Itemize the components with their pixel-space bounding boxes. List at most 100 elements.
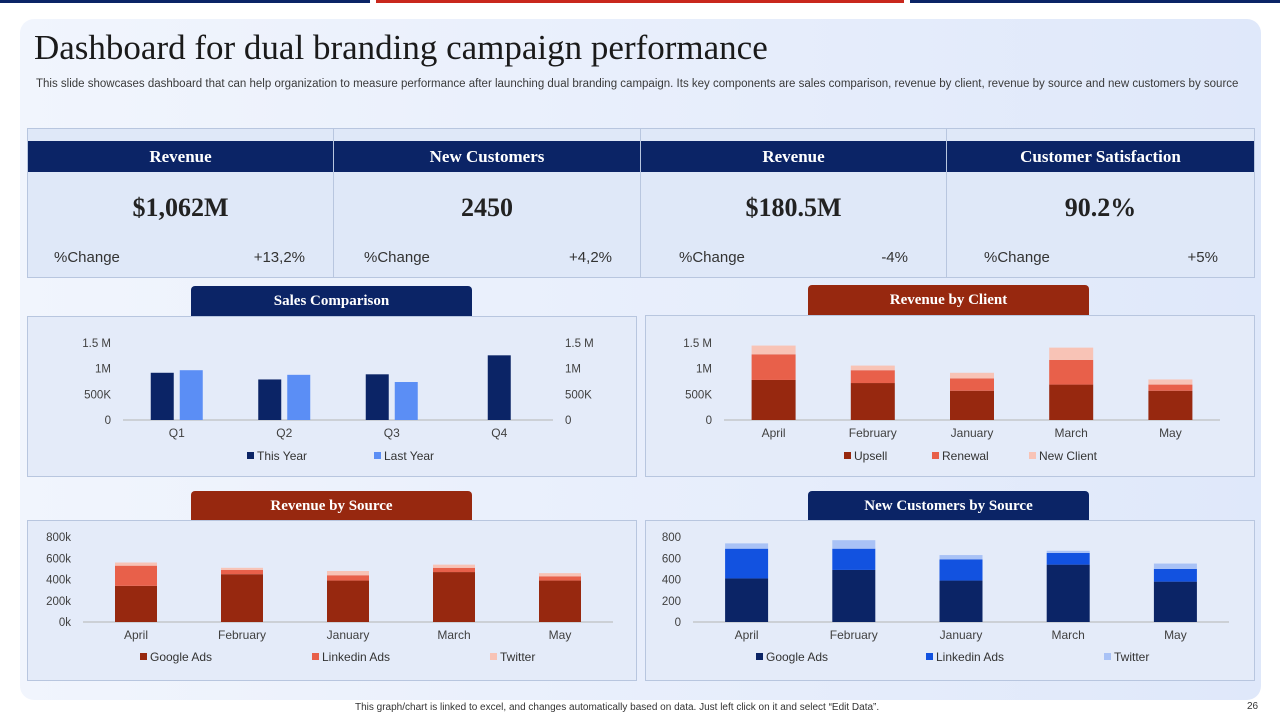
bar-segment [950, 378, 994, 391]
bar-segment [850, 365, 895, 371]
x-tick-label: January [940, 628, 983, 642]
chart-sales-comparison: 0 0 500K 500K 1M 1M 1.5 M 1.5 M Q1 Q2 Q3 Q4 This Yea… [27, 316, 637, 477]
bar-segment [751, 379, 796, 420]
bar-segment [950, 372, 994, 379]
legend-swatch [756, 653, 763, 660]
legend-label: Google Ads [766, 650, 828, 664]
bar-segment [725, 548, 769, 579]
chart-tab-new-customers-by-source: New Customers by Source [808, 491, 1089, 521]
page-number: 26 [1247, 701, 1259, 712]
y2-tick-label: 500K [565, 389, 592, 401]
y-tick-label: 1M [696, 364, 712, 376]
bar [258, 379, 282, 420]
chart-tab-revenue-by-source: Revenue by Source [191, 491, 472, 521]
bar-segment [1049, 359, 1094, 385]
bar-segment [832, 540, 876, 549]
chart-svg-revenue-by-source: 0k 200k 400k 600k 800k April February January Ma… [46, 532, 613, 664]
legend-label: Twitter [1114, 650, 1149, 664]
bar [365, 374, 389, 420]
bar-segment [327, 575, 369, 581]
y-tick-label: 0k [59, 617, 71, 629]
bar-segment [221, 567, 263, 570]
bar [179, 370, 203, 420]
legend-swatch [374, 452, 381, 459]
legend-swatch [140, 653, 147, 660]
bar-segment [433, 572, 475, 622]
legend-label: This Year [257, 449, 307, 463]
legend-label: Last Year [384, 449, 434, 463]
bar-segment [539, 576, 581, 581]
bar-segment [115, 562, 157, 566]
bar-segment [539, 573, 581, 577]
y-tick-label: 600k [46, 553, 71, 565]
bar-segment [850, 383, 895, 420]
bar-segment [939, 580, 983, 622]
bar-segment [832, 569, 876, 622]
bar-segment [725, 543, 769, 549]
bar-segment [751, 354, 796, 380]
chart-tab-revenue-by-client: Revenue by Client [808, 285, 1089, 315]
chart-tab-sales-comparison: Sales Comparison [191, 286, 472, 316]
legend-swatch [1104, 653, 1111, 660]
kpi-title: Revenue [641, 141, 946, 172]
x-tick-label: April [124, 628, 148, 642]
page-subtitle: This slide showcases dashboard that can … [36, 78, 1239, 90]
bar-segment [1148, 390, 1193, 420]
kpi-change-value: +13,2% [253, 249, 305, 266]
kpi-card-revenue: Revenue $1,062M %Change +13,2% [28, 129, 334, 277]
kpi-value: 2450 [461, 193, 513, 222]
x-tick-label: January [327, 628, 370, 642]
y-tick-label: 800k [46, 532, 71, 544]
x-tick-label: March [1055, 426, 1088, 440]
bar-segment [221, 574, 263, 622]
y2-tick-label: 0 [565, 415, 571, 427]
legend-swatch [490, 653, 497, 660]
y-tick-label: 400 [662, 575, 681, 587]
bar-segment [1153, 581, 1197, 622]
bar-segment [115, 565, 157, 586]
x-tick-label: January [951, 426, 994, 440]
x-tick-label: February [849, 426, 897, 440]
kpi-card-customer-satisfaction: Customer Satisfaction 90.2% %Change +5% [947, 129, 1254, 277]
y-tick-label: 0 [675, 617, 681, 629]
bar-segment [751, 345, 796, 355]
x-tick-label: Q4 [491, 426, 507, 440]
legend-label: Google Ads [150, 650, 212, 664]
kpi-change-value: +4,2% [569, 249, 612, 266]
legend-label: Linkedin Ads [936, 650, 1004, 664]
kpi-change-label: %Change [364, 249, 430, 266]
bar-segment [539, 580, 581, 622]
bar-segment [939, 559, 983, 581]
legend-label: Renewal [942, 449, 989, 463]
bar-segment [950, 390, 994, 420]
kpi-change-value: -4% [881, 249, 908, 266]
y2-tick-label: 1M [565, 364, 581, 376]
chart-svg-revenue-by-client: 0 500K 1M 1.5 M April February January March May… [683, 338, 1220, 463]
x-tick-label: April [735, 628, 759, 642]
y-tick-label: 1M [95, 364, 111, 376]
bar-segment [1046, 550, 1090, 553]
bar-segment [433, 567, 475, 573]
x-tick-label: March [437, 628, 470, 642]
top-accent-bar-left [0, 0, 370, 3]
kpi-change-label: %Change [984, 249, 1050, 266]
chart-new-customers-by-source: 0 200 400 600 800 April February January March Ma… [645, 520, 1255, 681]
kpi-change-label: %Change [679, 249, 745, 266]
kpi-title: New Customers [334, 141, 640, 172]
x-tick-label: May [549, 628, 572, 642]
chart-revenue-by-client: 0 500K 1M 1.5 M April February January March May… [645, 315, 1255, 477]
legend-swatch [844, 452, 851, 459]
y-tick-label: 200k [46, 596, 71, 608]
bar-segment [1153, 568, 1197, 582]
legend-label: Twitter [500, 650, 535, 664]
x-tick-label: February [830, 628, 878, 642]
y-tick-label: 800 [662, 532, 681, 544]
y-tick-label: 1.5 M [683, 338, 712, 350]
bar-segment [433, 564, 475, 568]
x-tick-label: Q2 [276, 426, 292, 440]
top-accent-bar-right [910, 0, 1280, 3]
kpi-title: Revenue [28, 141, 333, 172]
kpi-value: 90.2% [1064, 193, 1137, 222]
x-tick-label: March [1052, 628, 1085, 642]
x-tick-label: May [1164, 628, 1187, 642]
